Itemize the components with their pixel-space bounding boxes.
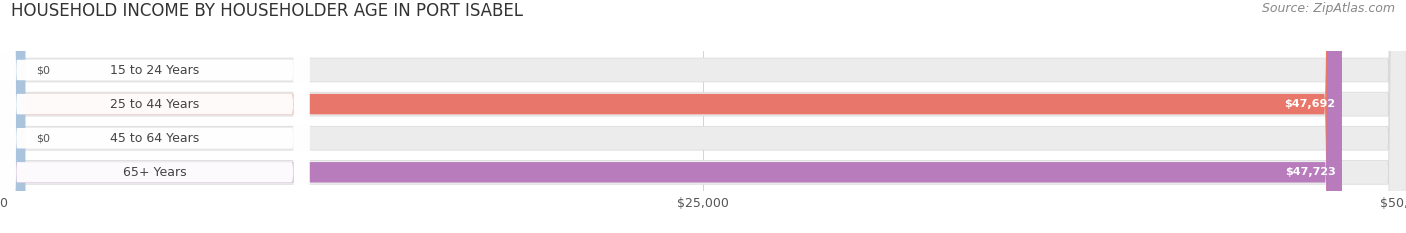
Text: 65+ Years: 65+ Years xyxy=(122,166,187,179)
Text: HOUSEHOLD INCOME BY HOUSEHOLDER AGE IN PORT ISABEL: HOUSEHOLD INCOME BY HOUSEHOLDER AGE IN P… xyxy=(11,2,523,20)
Text: 25 to 44 Years: 25 to 44 Years xyxy=(110,98,200,111)
FancyBboxPatch shape xyxy=(0,0,1341,233)
Text: $0: $0 xyxy=(37,65,51,75)
FancyBboxPatch shape xyxy=(0,0,1341,233)
Text: 15 to 24 Years: 15 to 24 Years xyxy=(110,64,200,76)
Text: 45 to 64 Years: 45 to 64 Years xyxy=(110,132,200,145)
FancyBboxPatch shape xyxy=(0,0,309,233)
FancyBboxPatch shape xyxy=(0,0,309,233)
Text: Source: ZipAtlas.com: Source: ZipAtlas.com xyxy=(1261,2,1395,15)
FancyBboxPatch shape xyxy=(0,0,25,233)
FancyBboxPatch shape xyxy=(0,0,309,233)
Text: $0: $0 xyxy=(37,133,51,143)
Text: $47,692: $47,692 xyxy=(1284,99,1336,109)
FancyBboxPatch shape xyxy=(0,0,309,233)
FancyBboxPatch shape xyxy=(0,0,25,233)
Text: $47,723: $47,723 xyxy=(1285,167,1336,177)
